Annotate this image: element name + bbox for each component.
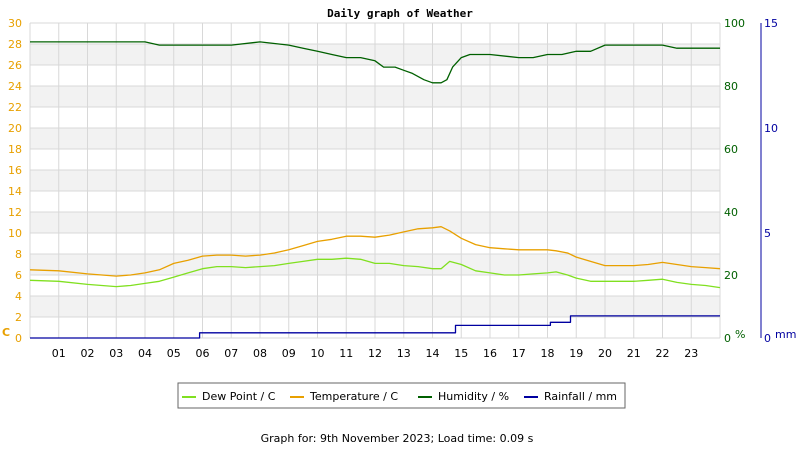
temp-tick-label: 18 (8, 143, 22, 156)
humidity-tick-label: 60 (724, 143, 738, 156)
x-tick-label: 09 (282, 347, 296, 360)
humidity-tick-label: 80 (724, 80, 738, 93)
legend-label: Humidity / % (438, 390, 509, 403)
temp-tick-label: 22 (8, 101, 22, 114)
x-tick-label: 05 (167, 347, 181, 360)
x-tick-label: 16 (483, 347, 497, 360)
temp-tick-label: 20 (8, 122, 22, 135)
temp-tick-label: 28 (8, 38, 22, 51)
humidity-tick-label: 20 (724, 269, 738, 282)
rain-tick-label: 15 (764, 17, 778, 30)
temp-tick-label: 6 (15, 269, 22, 282)
x-tick-label: 23 (684, 347, 698, 360)
x-tick-label: 07 (224, 347, 238, 360)
legend-box (177, 382, 626, 409)
x-tick-label: 19 (569, 347, 583, 360)
x-tick-label: 14 (426, 347, 440, 360)
humidity-tick-label: 0 (724, 332, 731, 345)
series-line (30, 41, 720, 84)
x-tick-label: 03 (109, 347, 123, 360)
legend-label: Rainfall / mm (544, 390, 617, 403)
temp-axis-label: C (2, 326, 10, 339)
temp-tick-label: 12 (8, 206, 22, 219)
x-tick-label: 22 (656, 347, 670, 360)
x-tick-label: 13 (397, 347, 411, 360)
legend: Dew Point / C Temperature / C Humidity / %… (177, 382, 626, 409)
legend-label: Temperature / C (309, 390, 398, 403)
x-tick-label: 02 (81, 347, 95, 360)
temp-tick-label: 2 (15, 311, 22, 324)
x-tick-label: 21 (627, 347, 641, 360)
humidity-tick-label: 40 (724, 206, 738, 219)
temp-tick-label: 24 (8, 80, 22, 93)
x-tick-label: 01 (52, 347, 66, 360)
x-tick-label: 06 (196, 347, 210, 360)
series-line (30, 315, 720, 339)
temp-tick-label: 8 (15, 248, 22, 261)
temp-tick-label: 0 (15, 332, 22, 345)
temp-tick-label: 10 (8, 227, 22, 240)
rain-tick-label: 5 (764, 227, 771, 240)
series-lines (29, 41, 721, 339)
rain-axis-label: mm (775, 328, 796, 341)
temp-tick-label: 16 (8, 164, 22, 177)
x-tick-label: 11 (339, 347, 353, 360)
humidity-axis-label: % (735, 328, 745, 341)
humidity-tick-label: 100 (724, 17, 745, 30)
rain-tick-label: 10 (764, 122, 778, 135)
legend-label: Dew Point / C (202, 390, 276, 403)
x-tick-label: 17 (512, 347, 526, 360)
grid-lines (29, 22, 721, 339)
series-line (29, 257, 721, 289)
chart-footer: Graph for: 9th November 2023; Load time:… (261, 432, 534, 445)
x-tick-label: 04 (138, 347, 152, 360)
series-line (29, 226, 721, 277)
temp-tick-label: 26 (8, 59, 22, 72)
chart-title: Daily graph of Weather (327, 7, 473, 20)
x-tick-label: 20 (598, 347, 612, 360)
x-tick-label: 08 (253, 347, 267, 360)
temp-tick-label: 30 (8, 17, 22, 30)
x-tick-label: 10 (311, 347, 325, 360)
x-tick-label: 12 (368, 347, 382, 360)
rain-tick-label: 0 (764, 332, 771, 345)
x-tick-label: 18 (541, 347, 555, 360)
x-tick-label: 15 (454, 347, 468, 360)
temp-tick-label: 4 (15, 290, 22, 303)
temp-tick-label: 14 (8, 185, 22, 198)
